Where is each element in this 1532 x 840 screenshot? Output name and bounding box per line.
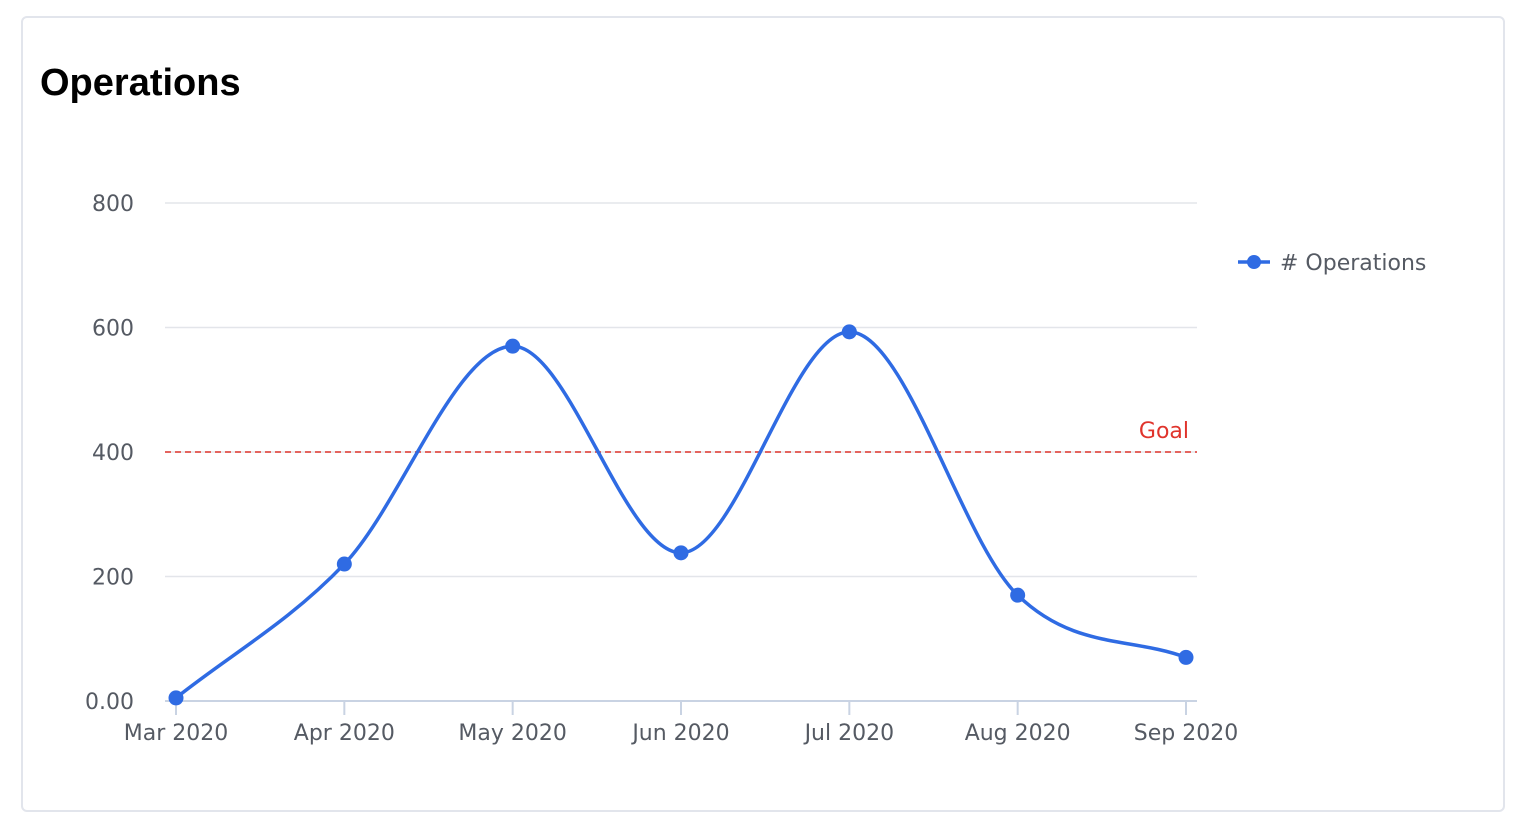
legend-marker-icon (1247, 255, 1261, 269)
legend-label: # Operations (1280, 251, 1426, 276)
data-point[interactable] (673, 545, 689, 561)
x-axis (165, 700, 1197, 715)
x-tick-label: Apr 2020 (294, 721, 395, 746)
goal-reference: Goal (165, 419, 1197, 453)
goal-label: Goal (1139, 419, 1189, 444)
y-tick-label: 0.00 (85, 690, 134, 715)
x-tick-label: Mar 2020 (124, 721, 229, 746)
data-point[interactable] (168, 690, 184, 706)
y-axis-labels: 0.00 200 400 600 800 (85, 192, 134, 715)
x-tick-label: Sep 2020 (1134, 721, 1238, 746)
chart-card (21, 16, 1505, 812)
x-tick-label: Jun 2020 (630, 721, 729, 746)
series-line (174, 330, 1188, 700)
x-tick-label: Jul 2020 (803, 721, 895, 746)
y-tick-label: 800 (92, 192, 134, 217)
data-point[interactable] (505, 338, 521, 354)
legend[interactable]: # Operations (1238, 251, 1426, 276)
gridlines (165, 202, 1197, 578)
legend-item[interactable]: # Operations (1238, 251, 1426, 276)
y-tick-label: 200 (92, 566, 134, 591)
chart-title: Operations (40, 62, 241, 104)
data-point[interactable] (1010, 587, 1026, 603)
data-point[interactable] (841, 324, 857, 340)
data-point[interactable] (1178, 649, 1194, 665)
series-operations (168, 324, 1194, 706)
y-tick-label: 600 (92, 317, 134, 342)
x-tick-label: Aug 2020 (965, 721, 1071, 746)
x-tick-label: May 2020 (458, 721, 566, 746)
data-point[interactable] (336, 556, 352, 572)
y-tick-label: 400 (92, 441, 134, 466)
x-axis-labels: Mar 2020 Apr 2020 May 2020 Jun 2020 Jul 2020… (124, 721, 1238, 746)
